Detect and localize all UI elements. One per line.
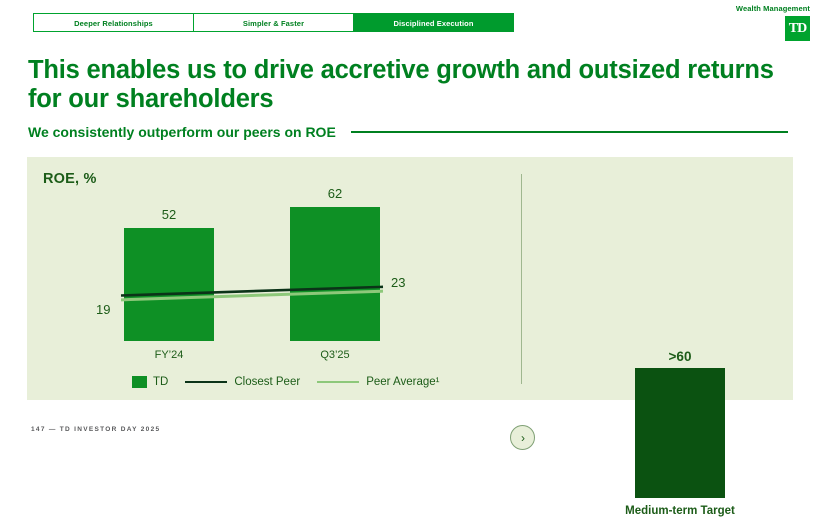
peer-average-end-label: 23 bbox=[391, 275, 406, 291]
bar-td-q325 bbox=[290, 206, 380, 341]
bar-td-fy24 bbox=[124, 228, 214, 341]
roe-chart: 52 62 19 23 FY’24 Q3’25 TD Closest Peer … bbox=[27, 157, 493, 400]
target-value-label: >60 bbox=[668, 349, 692, 364]
td-logo: TD bbox=[785, 16, 810, 41]
x-axis-label-q325: Q3’25 bbox=[320, 349, 350, 361]
subtitle-rule bbox=[350, 130, 788, 134]
legend-item-peer-average: Peer Average¹ bbox=[317, 376, 440, 388]
closest-peer-line bbox=[120, 285, 384, 297]
subtitle: We consistently outperform our peers on … bbox=[28, 124, 336, 140]
peer-average-start-label: 19 bbox=[96, 301, 111, 317]
tab-disciplined-execution[interactable]: Disciplined Execution bbox=[353, 13, 514, 32]
bar-value-fy24: 52 bbox=[161, 207, 177, 223]
legend-line-closest-peer bbox=[185, 380, 228, 384]
legend-label-closest-peer: Closest Peer bbox=[234, 376, 301, 388]
peer-lines bbox=[120, 285, 384, 302]
legend-item-td: TD bbox=[132, 376, 168, 388]
peer-average-line bbox=[120, 289, 384, 302]
legend-swatch-td bbox=[132, 376, 147, 388]
page-title: This enables us to drive accretive growt… bbox=[28, 56, 774, 113]
legend-line-peer-average bbox=[317, 380, 360, 384]
bar-medium-term-target bbox=[635, 368, 725, 498]
chart-legend: TD Closest Peer Peer Average¹ bbox=[132, 376, 457, 388]
chevron-right-glyph: › bbox=[521, 430, 525, 445]
legend-label-peer-average: Peer Average¹ bbox=[366, 376, 440, 388]
legend-label-td: TD bbox=[153, 376, 169, 388]
tab-bar: Deeper Relationships Simpler & Faster Di… bbox=[33, 13, 514, 32]
target-caption: Medium-term Target bbox=[625, 505, 735, 517]
footer: 147 — TD INVESTOR DAY 2025 bbox=[31, 426, 161, 433]
legend-item-closest-peer: Closest Peer bbox=[185, 376, 300, 388]
brand-label: Wealth Management bbox=[735, 4, 810, 13]
brand-block: Wealth Management TD bbox=[736, 4, 810, 41]
bar-value-q325: 62 bbox=[327, 185, 343, 201]
subtitle-row: We consistently outperform our peers on … bbox=[28, 124, 788, 140]
chart-panel: ROE, % 52 62 19 23 FY’24 Q3’25 TD Closes… bbox=[27, 157, 793, 517]
chart-axis-title: ROE, % bbox=[43, 171, 97, 187]
chevron-right-icon[interactable]: › bbox=[510, 425, 535, 450]
panel-divider bbox=[521, 174, 522, 384]
x-axis-label-fy24: FY’24 bbox=[154, 349, 184, 361]
tab-simpler-and-faster[interactable]: Simpler & Faster bbox=[193, 13, 354, 32]
td-logo-text: TD bbox=[788, 20, 807, 36]
tab-deeper-relationships[interactable]: Deeper Relationships bbox=[33, 13, 194, 32]
